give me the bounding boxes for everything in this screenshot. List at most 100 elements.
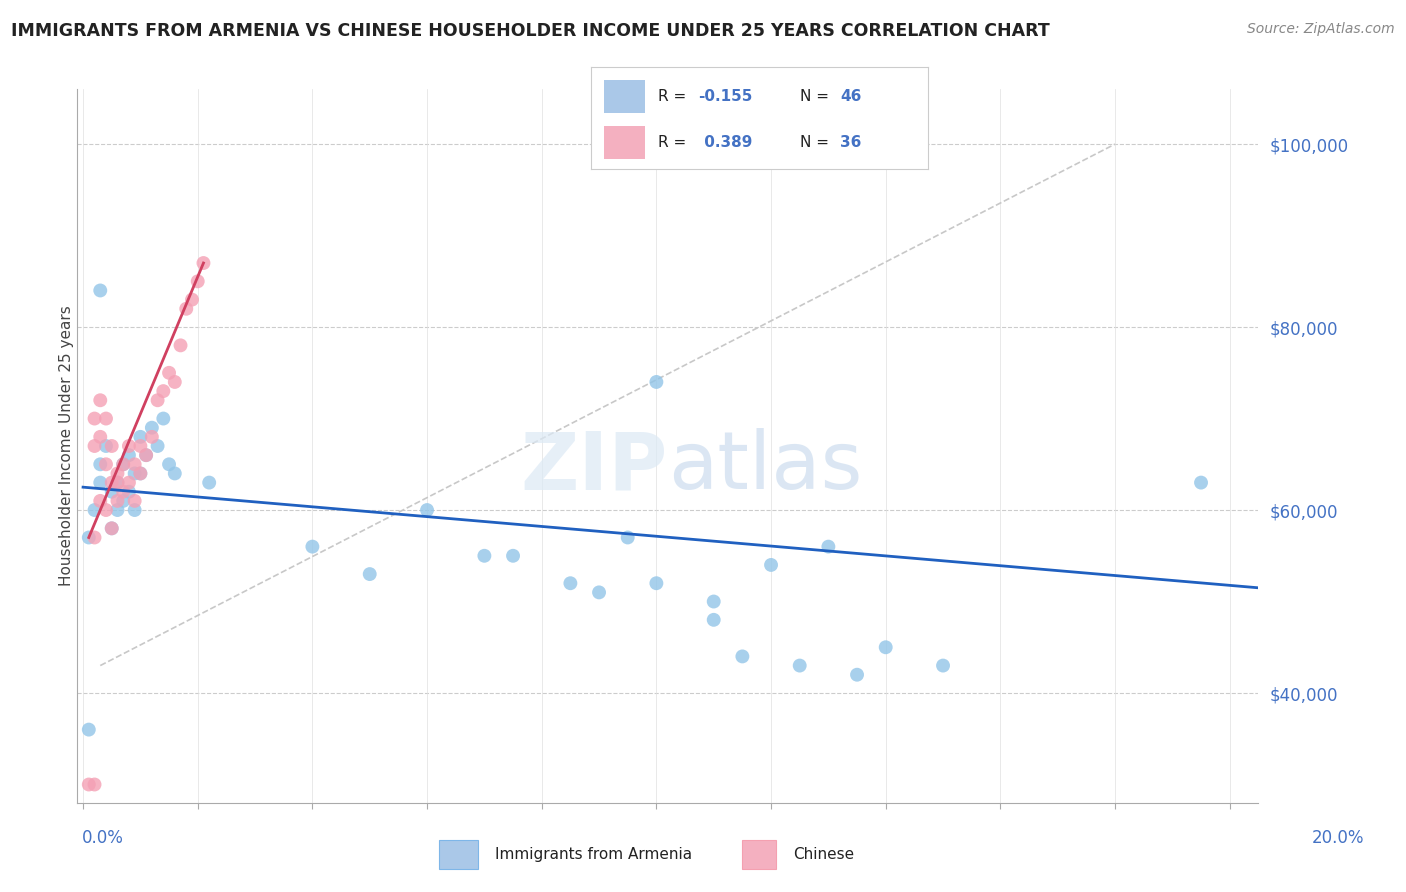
Point — [77, 777, 100, 791]
Text: atlas: atlas — [668, 428, 862, 507]
Bar — [605, 80, 644, 113]
Text: 36: 36 — [841, 136, 862, 151]
Point — [83, 439, 105, 453]
Point — [83, 503, 105, 517]
Point — [107, 475, 129, 490]
Point — [118, 448, 141, 462]
Point — [107, 503, 129, 517]
Point — [502, 549, 524, 563]
Point — [112, 484, 135, 499]
Point — [124, 503, 146, 517]
Point — [129, 467, 152, 481]
Point — [118, 439, 141, 453]
Point — [359, 567, 381, 582]
Point — [77, 531, 100, 545]
Text: Chinese: Chinese — [793, 847, 853, 862]
Point — [560, 576, 582, 591]
Point — [94, 439, 117, 453]
Point — [301, 540, 323, 554]
Point — [89, 430, 111, 444]
Text: IMMIGRANTS FROM ARMENIA VS CHINESE HOUSEHOLDER INCOME UNDER 25 YEARS CORRELATION: IMMIGRANTS FROM ARMENIA VS CHINESE HOUSE… — [11, 22, 1050, 40]
Point — [193, 256, 215, 270]
Point — [141, 430, 163, 444]
Point — [932, 658, 955, 673]
Point — [89, 393, 111, 408]
Point — [107, 467, 129, 481]
Text: -0.155: -0.155 — [699, 89, 752, 104]
Point — [124, 494, 146, 508]
Point — [141, 420, 163, 434]
Point — [703, 613, 725, 627]
Point — [83, 411, 105, 425]
Point — [703, 594, 725, 608]
Bar — [742, 840, 776, 869]
Point — [135, 448, 157, 462]
Point — [83, 531, 105, 545]
Point — [118, 484, 141, 499]
Point — [645, 375, 668, 389]
Point — [157, 458, 180, 472]
Point — [152, 384, 174, 398]
Point — [112, 494, 135, 508]
Point — [100, 484, 122, 499]
Point — [94, 411, 117, 425]
Text: 0.389: 0.389 — [699, 136, 752, 151]
Point — [645, 576, 668, 591]
Point — [588, 585, 610, 599]
Point — [169, 338, 191, 352]
Point — [124, 467, 146, 481]
Point — [875, 640, 897, 655]
Point — [146, 439, 169, 453]
Bar — [439, 840, 478, 869]
Text: R =: R = — [658, 89, 692, 104]
Point — [129, 439, 152, 453]
Point — [89, 475, 111, 490]
Point — [198, 475, 221, 490]
Text: 0.0%: 0.0% — [82, 829, 124, 847]
Point — [112, 458, 135, 472]
Point — [789, 658, 811, 673]
Point — [129, 467, 152, 481]
Point — [474, 549, 496, 563]
Point — [100, 521, 122, 535]
Point — [100, 439, 122, 453]
Point — [89, 494, 111, 508]
Point — [124, 458, 146, 472]
Point — [107, 475, 129, 490]
Point — [1189, 475, 1212, 490]
Point — [181, 293, 204, 307]
Point — [846, 667, 869, 681]
Point — [152, 411, 174, 425]
Text: R =: R = — [658, 136, 692, 151]
Point — [146, 393, 169, 408]
Point — [416, 503, 439, 517]
Text: N =: N = — [800, 136, 834, 151]
Point — [100, 475, 122, 490]
Text: Source: ZipAtlas.com: Source: ZipAtlas.com — [1247, 22, 1395, 37]
Point — [163, 467, 186, 481]
Point — [83, 777, 105, 791]
Point — [77, 723, 100, 737]
Y-axis label: Householder Income Under 25 years: Householder Income Under 25 years — [59, 306, 73, 586]
Point — [135, 448, 157, 462]
Point — [89, 458, 111, 472]
Point — [187, 274, 209, 288]
Point — [157, 366, 180, 380]
Point — [163, 375, 186, 389]
Point — [129, 430, 152, 444]
Point — [817, 540, 839, 554]
Point — [100, 521, 122, 535]
Point — [731, 649, 754, 664]
Point — [118, 475, 141, 490]
Point — [107, 494, 129, 508]
Text: 46: 46 — [841, 89, 862, 104]
Bar — [605, 127, 644, 159]
Text: ZIP: ZIP — [520, 428, 668, 507]
Point — [94, 503, 117, 517]
Point — [112, 458, 135, 472]
Text: N =: N = — [800, 89, 834, 104]
Point — [759, 558, 782, 572]
Point — [89, 284, 111, 298]
Point — [174, 301, 197, 316]
Point — [94, 458, 117, 472]
